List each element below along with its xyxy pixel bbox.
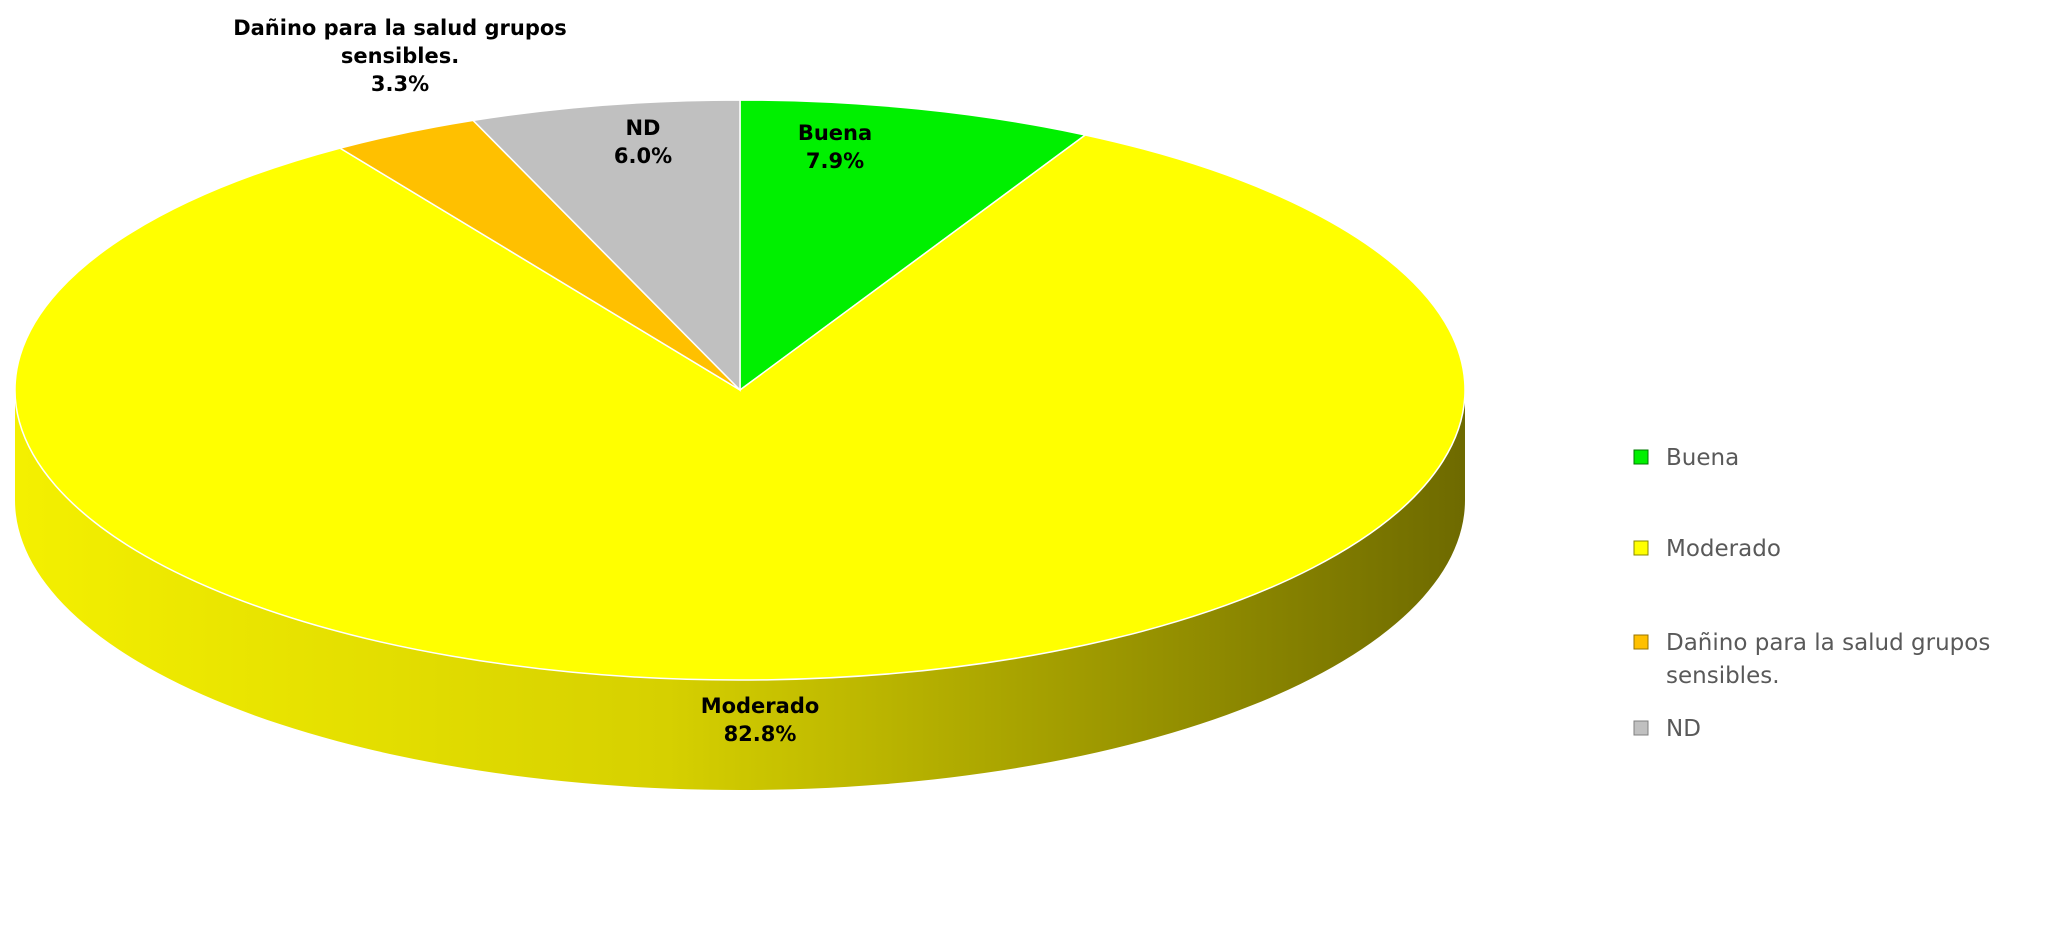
slice-buena	[739, 99, 1088, 392]
data-label-danino-para-la-salud-grupos-sensibles: Dañino para la salud grupos sensibles. 3.3…	[233, 16, 567, 96]
legend-label: ND	[1666, 716, 1701, 742]
legend-item-buena: Buena	[1633, 445, 1739, 471]
data-label-nd: ND 6.0%	[614, 116, 672, 168]
pie-top-faces	[14, 99, 1466, 681]
data-labels: Buena 7.9% Moderado 82.8% Dañino para la sal…	[233, 16, 872, 746]
data-label-moderado: Moderado 82.8%	[701, 694, 820, 746]
legend-label: Buena	[1666, 445, 1739, 471]
side-moderado	[15, 390, 1465, 790]
slice-nd	[471, 99, 741, 392]
legend-item-moderado: Moderado	[1633, 536, 1781, 562]
legend-swatch	[1633, 634, 1649, 650]
legend-swatch	[1633, 449, 1649, 465]
legend-label: Dañino para la salud grupos sensibles.	[1666, 630, 1990, 689]
data-label-buena: Buena 7.9%	[798, 121, 872, 173]
slice-moderado	[14, 134, 1466, 681]
legend-label: Moderado	[1666, 536, 1781, 562]
pie-side-walls	[15, 390, 1465, 790]
legend-swatch	[1633, 720, 1649, 736]
legend: Buena Moderado Dañino para la salud grupos…	[1633, 445, 1990, 742]
legend-item-nd: ND	[1633, 716, 1701, 742]
legend-swatch	[1633, 540, 1649, 556]
legend-item-danino-para-la-salud-grupos-sensibles: Dañino para la salud grupos sensibles.	[1633, 630, 1990, 689]
